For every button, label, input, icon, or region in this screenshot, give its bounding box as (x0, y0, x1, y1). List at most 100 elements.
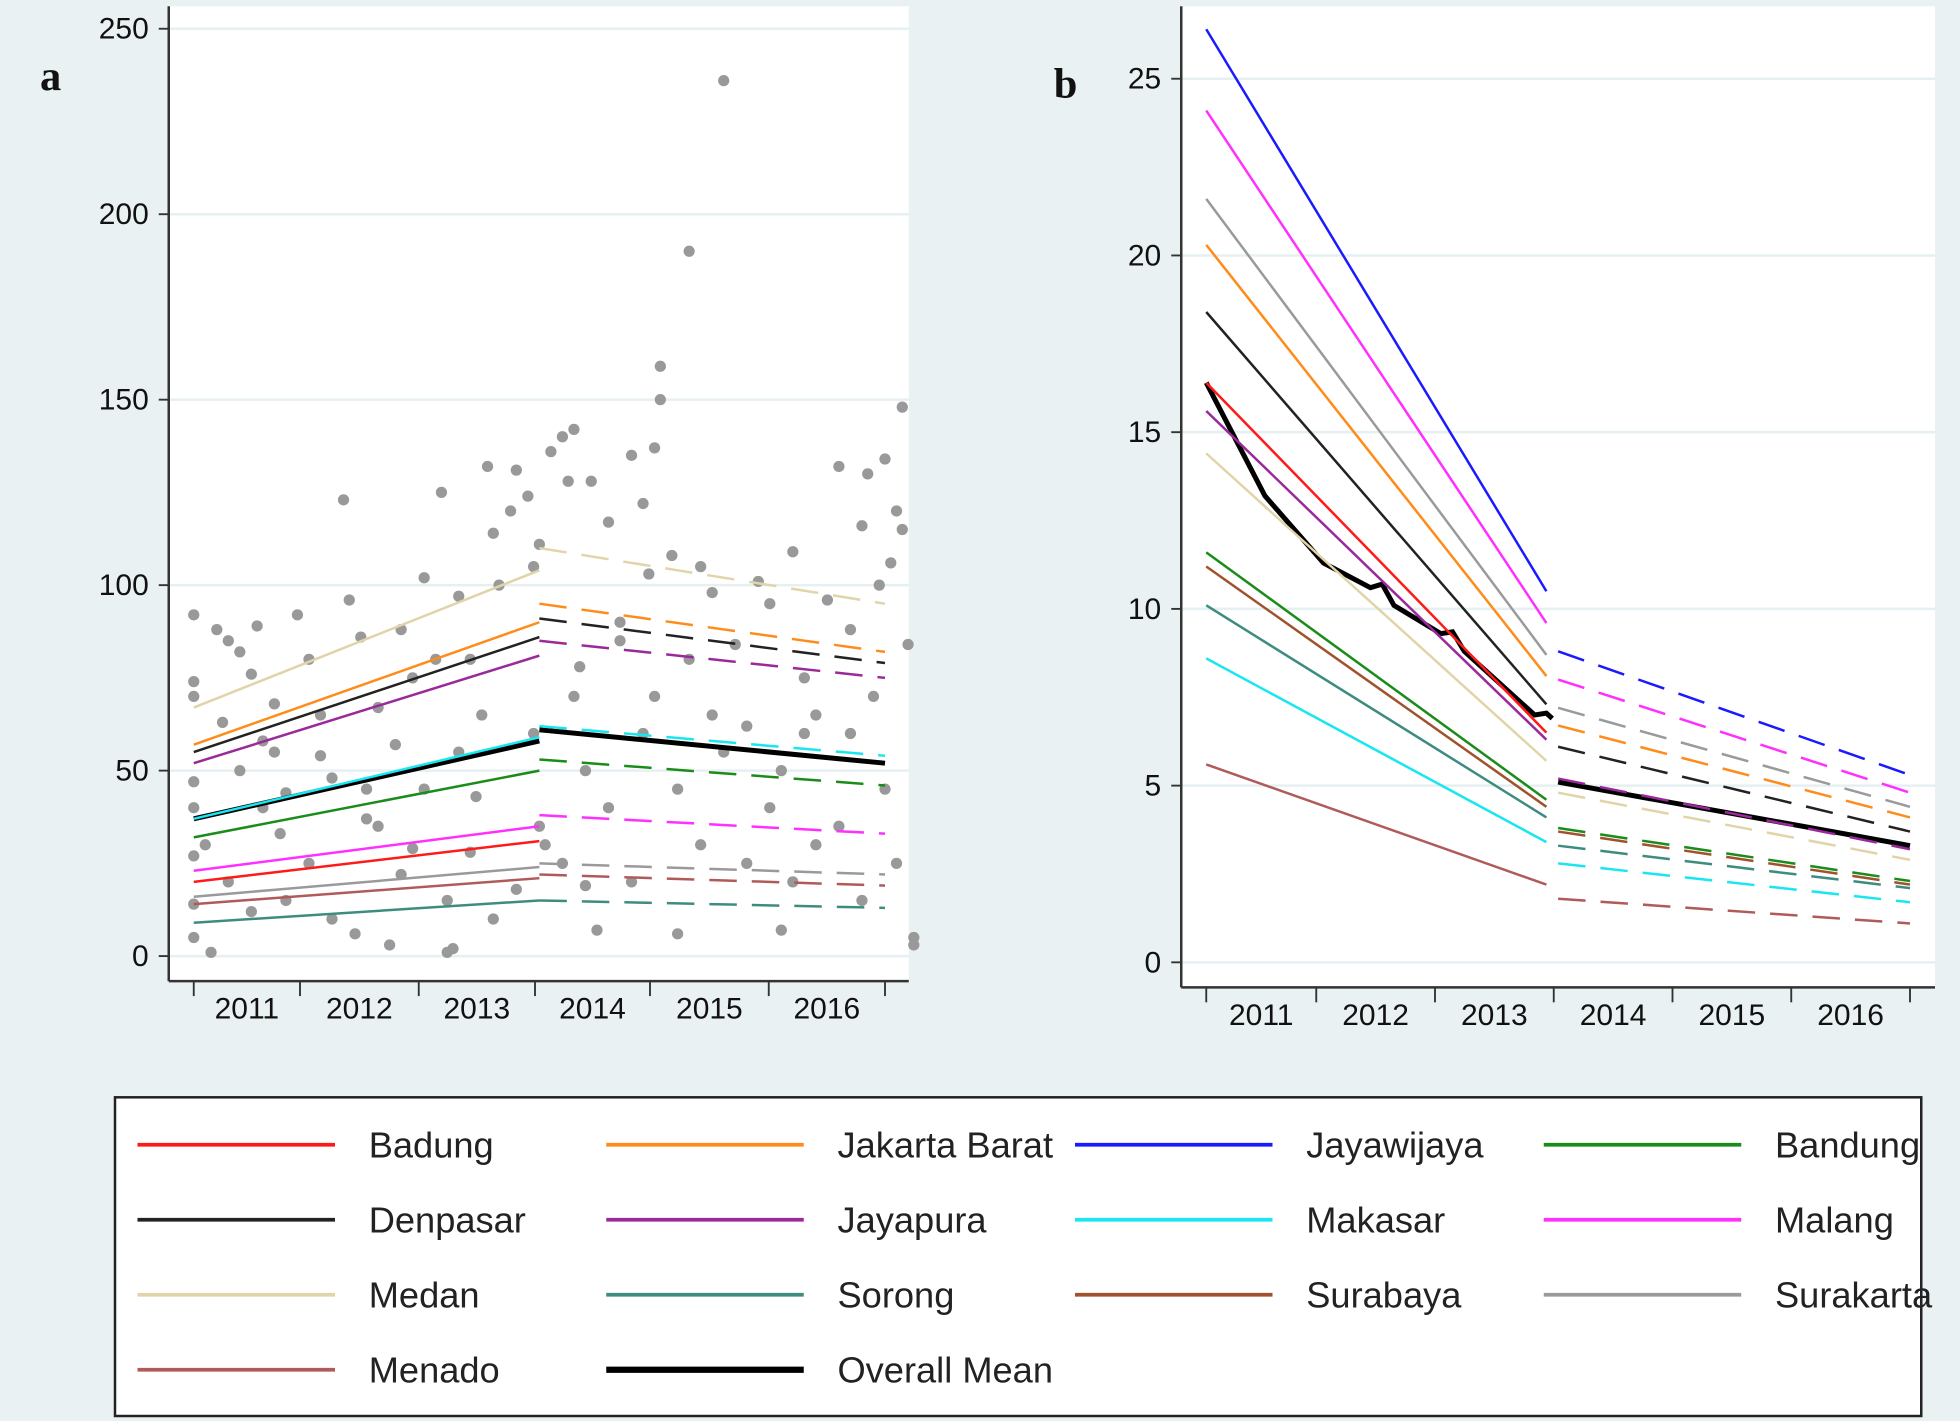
data-point (775, 764, 787, 777)
data-point (314, 750, 327, 762)
series-bandung-post (539, 758, 886, 787)
data-point (862, 468, 874, 480)
legend-item-jayawijaya: Jayawijaya (1075, 1124, 1484, 1165)
y-tick-label: 15 (1128, 416, 1161, 449)
series-menado-pre (193, 876, 540, 906)
series-denpasar-post (539, 617, 886, 665)
legend-item-malang: Malang (1543, 1199, 1894, 1240)
series-surakarta-post (1557, 706, 1911, 809)
data-point (337, 494, 350, 506)
series-sorong-pre (1205, 604, 1548, 819)
data-point (222, 635, 234, 647)
series-surakarta-post (539, 862, 886, 876)
data-point (545, 445, 557, 458)
series-surabaya-post (1557, 830, 1911, 886)
legend-item-bandung: Bandung (1543, 1124, 1920, 1165)
data-point (787, 546, 799, 558)
data-point (199, 839, 211, 851)
data-point (643, 568, 655, 580)
x-tick-label: 2016 (794, 993, 861, 1026)
panel-b: 0 5 10 15 20 25 2011 2012 2013 2014 2015 2016 b (1054, 6, 1935, 1032)
data-point (798, 672, 810, 684)
x-tick-label: 2015 (676, 993, 743, 1026)
series-bandung-pre (193, 769, 540, 839)
legend-item-badung: Badung (137, 1124, 494, 1165)
series-denpasar-post (1557, 745, 1911, 833)
series-makasar-post (1557, 862, 1911, 904)
legend-box (113, 1096, 1923, 1418)
x-tick-label: 2012 (1342, 999, 1409, 1032)
data-point (383, 939, 396, 951)
data-point (844, 727, 857, 740)
series-medan-post (1557, 791, 1911, 862)
data-point (234, 646, 246, 658)
series-sorong-pre (193, 899, 540, 924)
data-point (407, 842, 419, 855)
series-malang-post (539, 813, 886, 835)
series-badung-pre (193, 839, 540, 884)
data-point (245, 905, 257, 918)
x-tick-label: 2011 (1229, 999, 1293, 1032)
data-point (764, 802, 776, 814)
data-point (360, 783, 373, 795)
data-point (470, 790, 482, 803)
x-tick-label: 2014 (1580, 999, 1647, 1032)
data-point (729, 638, 741, 651)
series-jakarta-barat-post (539, 602, 886, 654)
x-tick-label: 2013 (1461, 999, 1528, 1032)
legend: Badung Jakarta Barat Jayawijaya Bandung Denp… (113, 1096, 1933, 1418)
y-tick-label: 200 (99, 198, 149, 231)
data-point (487, 527, 499, 539)
data-point (775, 924, 787, 936)
data-point (216, 716, 229, 729)
series-makasar-pre (1205, 657, 1547, 844)
legend-label: Medan (369, 1274, 480, 1315)
data-point (343, 594, 355, 606)
legend-item-surabaya: Surabaya (1075, 1274, 1462, 1315)
data-point (833, 820, 845, 832)
data-point (568, 423, 580, 435)
legend-label: Jayawijaya (1306, 1124, 1484, 1165)
plot-area (1181, 6, 1935, 988)
data-point (579, 764, 592, 777)
data-point (188, 931, 200, 944)
series-makasar-pre (193, 736, 540, 821)
data-point (188, 776, 200, 788)
y-tick-label: 25 (1128, 63, 1161, 96)
data-point (602, 802, 615, 814)
legend-label: Jakarta Barat (838, 1124, 1054, 1165)
data-point (625, 449, 638, 461)
data-point (654, 360, 666, 372)
series-surakarta-pre (1205, 198, 1548, 656)
data-point (614, 635, 626, 647)
series-jayapura-pre (193, 654, 540, 765)
data-point (510, 883, 522, 895)
data-point (562, 475, 574, 487)
legend-label: Malang (1775, 1199, 1894, 1240)
series-sorong-post (1557, 844, 1911, 890)
data-point (476, 709, 488, 721)
data-point (372, 820, 384, 832)
series-badung-pre (1205, 381, 1548, 734)
series-jayapura-post (539, 639, 886, 680)
series-medan-pre (1205, 452, 1548, 762)
data-point (654, 394, 666, 406)
data-point (539, 839, 551, 851)
data-point (614, 616, 626, 628)
data-point (522, 490, 534, 502)
x-tick-label: 2014 (559, 993, 626, 1026)
data-point (683, 245, 695, 257)
legend-label: Badung (369, 1124, 494, 1165)
data-point (527, 560, 540, 573)
series-jakarta-barat-pre (193, 621, 540, 746)
data-point (867, 690, 880, 703)
data-point (695, 560, 707, 573)
series-jayawijaya-post (1557, 650, 1911, 777)
data-point (810, 839, 822, 851)
series-surabaya-pre (1205, 565, 1548, 808)
series-overall-mean-post (539, 727, 886, 766)
legend-label: Surakarta (1775, 1274, 1933, 1315)
data-point (896, 401, 908, 413)
data-point (695, 839, 707, 851)
